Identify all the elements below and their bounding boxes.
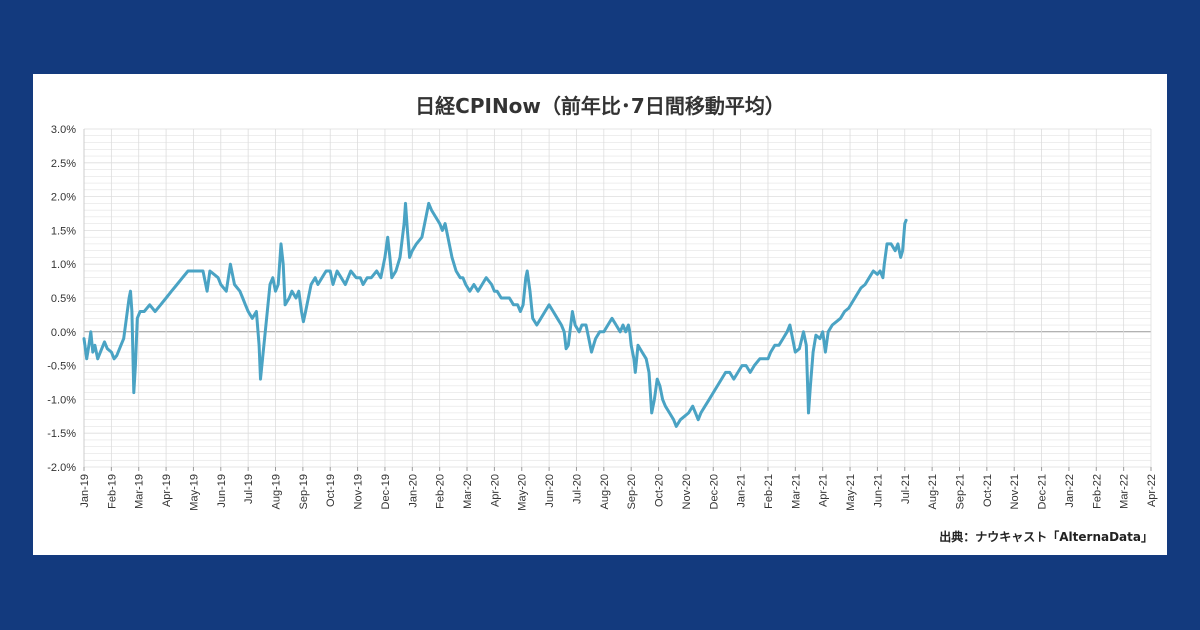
y-tick-label: -1.0%	[47, 394, 76, 406]
y-tick-label: 2.5%	[51, 158, 76, 170]
x-tick-label: Jun-21	[872, 474, 884, 508]
x-tick-label: Jan-20	[407, 474, 419, 508]
x-tick-label: May-19	[188, 474, 200, 511]
chart-title: 日経CPINow（前年比･7日間移動平均）	[415, 94, 785, 118]
x-tick-label: Jan-19	[79, 474, 91, 508]
x-tick-label: Dec-21	[1037, 474, 1049, 509]
x-tick-label: Mar-19	[134, 474, 146, 509]
series-layer	[82, 201, 908, 428]
x-tick-label: Nov-20	[681, 474, 693, 509]
x-tick-label: Dec-19	[380, 474, 392, 509]
y-tick-label: -0.5%	[47, 361, 76, 373]
x-tick-label: Apr-20	[489, 474, 501, 507]
x-tick-label: Aug-21	[927, 474, 939, 509]
y-tick-label: 2.0%	[51, 192, 76, 204]
x-tick-label: Apr-21	[818, 474, 830, 507]
y-tick-label: 0.5%	[51, 293, 76, 305]
x-tick-label: Mar-20	[462, 474, 474, 509]
x-tick-label: Dec-20	[708, 474, 720, 509]
x-tick-label: Oct-19	[325, 474, 337, 507]
x-tick-label: Sep-20	[626, 474, 638, 509]
x-tick-label: Mar-22	[1119, 474, 1131, 509]
x-tick-label: Oct-21	[982, 474, 994, 507]
y-tick-label: 0.0%	[51, 327, 76, 339]
chart-card: 日経CPINow（前年比･7日間移動平均） 3.0% 2.5% 2.0% 1.5% 1.…	[33, 74, 1167, 555]
y-tick-label: 1.5%	[51, 225, 76, 237]
x-tick-label: Feb-20	[435, 474, 447, 509]
x-axis: Jan-19 Feb-19 Mar-19 Apr-19 May-19 Jun-19 Jul-…	[79, 467, 1158, 511]
x-tick-label: Jul-21	[900, 474, 912, 504]
x-tick-label: Mar-21	[790, 474, 802, 509]
y-tick-label: 3.0%	[51, 124, 76, 136]
x-tick-label: Aug-20	[599, 474, 611, 509]
x-tick-label: Nov-21	[1009, 474, 1021, 509]
x-tick-label: Jul-20	[571, 474, 583, 504]
x-tick-label: Jul-19	[243, 474, 255, 504]
x-tick-label: Sep-21	[954, 474, 966, 509]
x-tick-label: Apr-19	[161, 474, 173, 507]
x-tick-label: Sep-19	[298, 474, 310, 509]
x-tick-label: Jan-22	[1064, 474, 1076, 508]
y-axis: 3.0% 2.5% 2.0% 1.5% 1.0% 0.5% 0.0% -0.5% -1.0% -1…	[47, 124, 85, 474]
x-tick-label: Feb-22	[1091, 474, 1103, 509]
grid-lines	[83, 128, 1152, 468]
x-tick-label: Oct-20	[654, 474, 666, 507]
y-tick-label: -2.0%	[47, 462, 76, 474]
x-tick-label: Feb-21	[763, 474, 775, 509]
source-note: 出典：ナウキャスト「AlternaData」	[939, 530, 1153, 544]
y-tick-label: -1.5%	[47, 428, 76, 440]
x-tick-label: May-20	[517, 474, 529, 511]
x-tick-label: Nov-19	[353, 474, 365, 509]
x-tick-label: Feb-19	[106, 474, 118, 509]
x-tick-label: Jun-19	[216, 474, 228, 508]
x-tick-label: Jan-21	[736, 474, 748, 508]
x-tick-label: May-21	[845, 474, 857, 511]
chart-plot: 3.0% 2.5% 2.0% 1.5% 1.0% 0.5% 0.0% -0.5% -1.0% -1…	[47, 124, 1158, 511]
x-tick-label: Aug-19	[271, 474, 283, 509]
x-tick-label: Jun-20	[544, 474, 556, 508]
x-tick-label: Apr-22	[1146, 474, 1158, 507]
y-tick-label: 1.0%	[51, 259, 76, 271]
series-line	[82, 201, 908, 428]
